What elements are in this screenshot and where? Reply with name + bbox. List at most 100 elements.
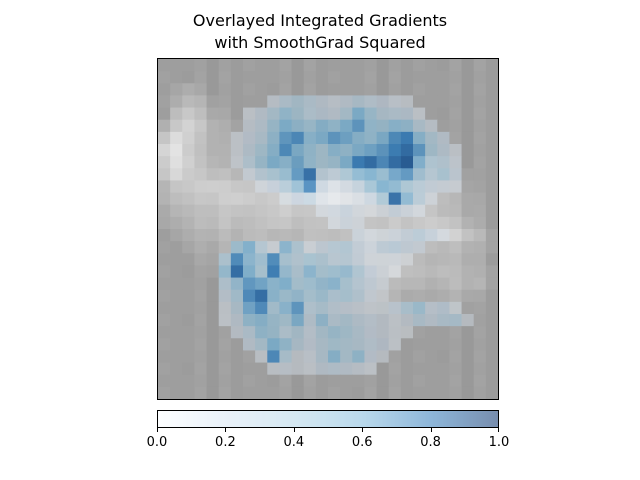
heatmap-cell: [279, 265, 293, 279]
heatmap-cell: [315, 338, 329, 352]
heatmap-cell: [364, 204, 378, 218]
heatmap-cell: [400, 216, 414, 230]
heatmap-cell: [230, 253, 244, 267]
heatmap-cell: [182, 338, 196, 352]
heatmap-cell: [194, 386, 208, 399]
colorbar-gradient: [158, 411, 498, 427]
heatmap-cell: [328, 374, 341, 388]
heatmap-cell: [243, 216, 256, 230]
heatmap-cell: [315, 71, 329, 84]
heatmap-cell: [267, 289, 281, 303]
colorbar-tick-label: 1.0: [488, 435, 510, 450]
heatmap-cell: [437, 338, 451, 352]
heatmap-cell: [170, 265, 183, 279]
heatmap-cell: [230, 71, 244, 84]
heatmap-cell: [328, 301, 341, 315]
heatmap-cell: [413, 216, 426, 230]
heatmap-cell: [388, 59, 402, 72]
heatmap-cell: [413, 204, 426, 218]
heatmap-cell: [206, 265, 220, 279]
heatmap-cell: [182, 71, 196, 84]
heatmap-cell: [461, 71, 475, 84]
heatmap-cell: [425, 204, 438, 218]
heatmap-cell: [182, 265, 196, 279]
heatmap-cell: [267, 59, 281, 72]
heatmap-cell: [376, 253, 390, 267]
heatmap-cell: [230, 144, 244, 157]
heatmap-cell: [158, 107, 171, 121]
heatmap-cell: [206, 168, 220, 182]
heatmap-cell: [194, 374, 208, 388]
heatmap-cell: [437, 119, 451, 133]
heatmap-cell: [449, 265, 463, 279]
heatmap-cell: [340, 204, 353, 218]
heatmap-cell: [437, 95, 451, 109]
heatmap-cell: [303, 95, 317, 109]
heatmap-cell: [206, 289, 220, 303]
heatmap-cell: [449, 156, 463, 169]
heatmap-cell: [315, 83, 329, 97]
heatmap-cell: [473, 131, 487, 145]
heatmap-cell: [461, 107, 475, 121]
heatmap-cell: [243, 301, 256, 315]
heatmap-cell: [400, 289, 414, 303]
heatmap-cell: [364, 301, 378, 315]
heatmap-cell: [291, 253, 305, 267]
heatmap-cell: [328, 314, 341, 327]
heatmap-cell: [485, 131, 498, 145]
heatmap-cell: [340, 95, 353, 109]
heatmap-cell: [218, 241, 232, 254]
heatmap-cell: [473, 156, 487, 169]
heatmap-cell: [206, 83, 220, 97]
heatmap-cell: [243, 59, 256, 72]
heatmap-cell: [194, 131, 208, 145]
heatmap-cell: [328, 119, 341, 133]
heatmap-cell: [255, 386, 268, 399]
heatmap-cell: [182, 350, 196, 364]
heatmap-cell: [291, 301, 305, 315]
heatmap-cell: [413, 168, 426, 182]
heatmap-cell: [182, 314, 196, 327]
heatmap-cell: [243, 314, 256, 327]
heatmap-cell: [206, 314, 220, 327]
heatmap-cell: [376, 119, 390, 133]
heatmap-cell: [279, 326, 293, 339]
heatmap-cell: [206, 229, 220, 242]
heatmap-cell: [388, 204, 402, 218]
heatmap-cell: [194, 168, 208, 182]
heatmap-cell: [340, 144, 353, 157]
heatmap-cell: [170, 216, 183, 230]
heatmap-cell: [303, 168, 317, 182]
colorbar-tick-label: 0.4: [283, 435, 305, 450]
heatmap-cell: [340, 131, 353, 145]
heatmap-cell: [291, 362, 305, 376]
heatmap-cell: [400, 338, 414, 352]
heatmap-cell: [461, 289, 475, 303]
heatmap-cell: [230, 374, 244, 388]
heatmap-cell: [243, 253, 256, 267]
heatmap-cell: [413, 277, 426, 291]
heatmap-cell: [376, 204, 390, 218]
heatmap-cell: [461, 386, 475, 399]
heatmap-cell: [400, 241, 414, 254]
heatmap-cell: [425, 301, 438, 315]
heatmap-cell: [158, 374, 171, 388]
heatmap-cell: [376, 314, 390, 327]
heatmap-cell: [461, 180, 475, 194]
heatmap-cell: [279, 314, 293, 327]
heatmap-cell: [340, 253, 353, 267]
heatmap-cell: [303, 362, 317, 376]
heatmap-cell: [400, 301, 414, 315]
colorbar-ticks: 0.0 0.2 0.4 0.6 0.8 1.0: [0, 428, 640, 468]
heatmap-cell: [328, 386, 341, 399]
heatmap-cell: [340, 83, 353, 97]
heatmap-cell: [170, 180, 183, 194]
heatmap-cell: [170, 301, 183, 315]
heatmap-cell: [400, 386, 414, 399]
heatmap-cell: [291, 277, 305, 291]
heatmap-cell: [376, 338, 390, 352]
heatmap-cell: [388, 216, 402, 230]
heatmap-cell: [425, 71, 438, 84]
heatmap-cell: [413, 95, 426, 109]
heatmap-cell: [170, 277, 183, 291]
